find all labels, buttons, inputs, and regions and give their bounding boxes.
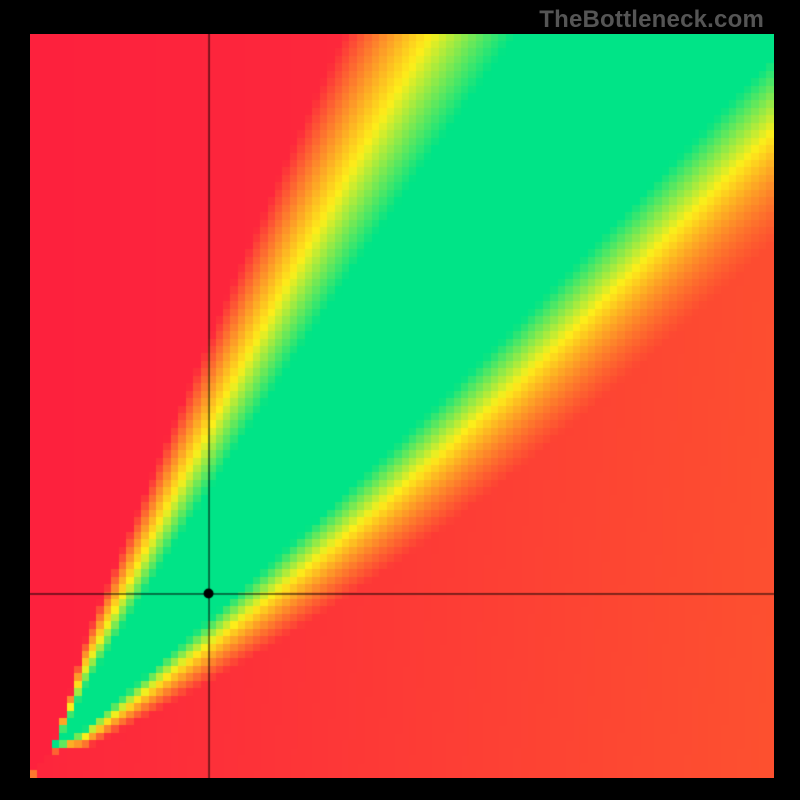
crosshair-overlay [30, 34, 774, 778]
chart-outer-frame: TheBottleneck.com [0, 0, 800, 800]
watermark-text: TheBottleneck.com [539, 6, 764, 34]
